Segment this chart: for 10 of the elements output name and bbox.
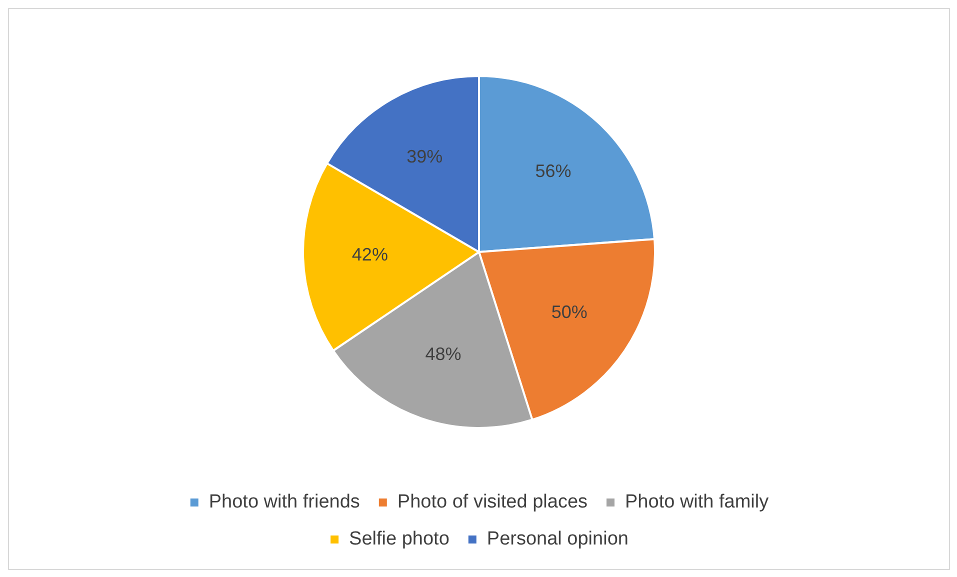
data-label: 48% (425, 344, 462, 364)
legend-label: Photo of visited places (397, 492, 588, 513)
data-label: 56% (535, 161, 572, 182)
legend-label: Personal opinion (486, 528, 628, 550)
data-label: 39% (406, 146, 443, 166)
legend-label: Selfie photo (349, 528, 450, 550)
legend-label: Photo with family (625, 492, 770, 513)
data-label: 50% (551, 302, 588, 322)
legend-label: Photo with friends (208, 492, 360, 513)
data-label: 42% (352, 244, 388, 265)
